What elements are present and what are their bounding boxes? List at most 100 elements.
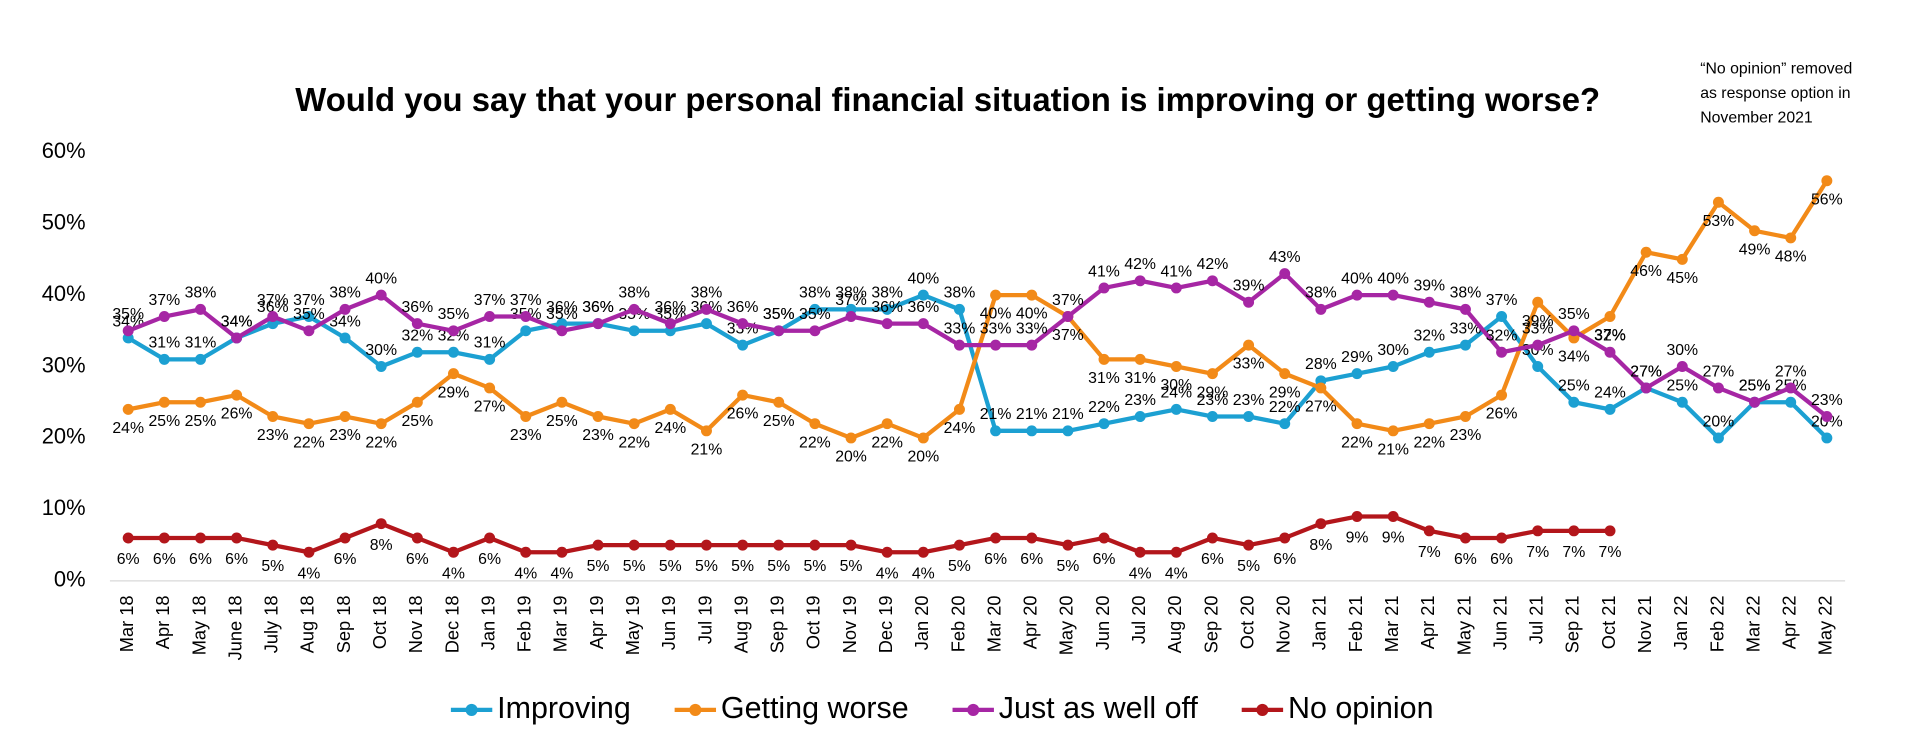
x-tick-label: Oct 18 <box>369 595 390 649</box>
data-point <box>195 532 206 544</box>
data-label: 22% <box>618 434 650 451</box>
data-point <box>1279 532 1291 544</box>
data-point <box>1785 232 1797 244</box>
data-point <box>195 396 206 408</box>
data-point <box>990 425 1002 437</box>
data-point <box>231 332 243 344</box>
data-label: 22% <box>1413 434 1445 451</box>
data-point <box>520 325 532 337</box>
data-label: 37% <box>293 292 325 309</box>
data-label: 31% <box>149 335 181 352</box>
data-point <box>122 325 134 337</box>
data-label: 23% <box>1124 392 1156 409</box>
data-point <box>1062 425 1074 437</box>
y-tick-label: 0% <box>54 567 86 592</box>
data-point <box>700 539 712 551</box>
x-tick-label: Feb 19 <box>514 595 535 652</box>
data-point <box>737 539 749 551</box>
data-point <box>231 532 243 544</box>
data-point <box>1496 311 1508 322</box>
data-label: 6% <box>225 551 248 568</box>
data-point <box>881 303 893 315</box>
data-label: 36% <box>582 299 614 316</box>
data-label: 39% <box>1522 313 1554 330</box>
x-tick-label: May 22 <box>1815 595 1836 655</box>
data-point <box>1098 532 1110 544</box>
x-tick-label: Jan 19 <box>477 595 498 650</box>
y-tick-label: 60% <box>42 138 86 163</box>
data-label: 5% <box>1237 558 1260 575</box>
x-tick-label: Apr 20 <box>1020 595 1041 649</box>
data-point <box>1098 282 1110 294</box>
data-point <box>411 318 423 330</box>
data-label: 21% <box>691 441 723 458</box>
data-label: 31% <box>1124 370 1156 387</box>
data-point <box>1821 411 1833 423</box>
data-label: 27% <box>1305 399 1337 416</box>
data-label: 26% <box>221 406 253 423</box>
data-label: 37% <box>835 292 867 309</box>
data-label: 34% <box>1558 349 1590 366</box>
y-tick-label: 30% <box>42 352 86 377</box>
data-label: 38% <box>1305 285 1337 302</box>
x-tick-label: Sep 19 <box>767 595 788 653</box>
data-label: 39% <box>1233 278 1265 295</box>
data-point <box>1387 425 1399 437</box>
data-point <box>411 532 423 544</box>
data-label: 32% <box>1594 328 1626 345</box>
x-tick-label: Aug 18 <box>297 595 318 653</box>
data-label: 24% <box>112 420 144 437</box>
data-point <box>375 289 387 301</box>
data-label: 38% <box>185 285 217 302</box>
data-label: 6% <box>1201 551 1224 568</box>
data-point <box>1568 525 1580 537</box>
data-label: 46% <box>1630 263 1662 280</box>
x-tick-label: May 21 <box>1453 595 1474 655</box>
data-label: 37% <box>1594 327 1626 344</box>
data-label: 21% <box>1377 441 1409 458</box>
data-point <box>158 353 170 365</box>
series-line <box>127 270 1829 419</box>
data-label: 5% <box>695 558 718 575</box>
data-label: 22% <box>1269 399 1301 416</box>
data-point <box>1568 325 1580 337</box>
x-tick-label: July 18 <box>261 595 282 653</box>
data-point <box>628 303 640 315</box>
data-label: 5% <box>767 558 790 575</box>
legend-label: No opinion <box>1288 691 1434 725</box>
x-tick-label: Nov 18 <box>405 595 426 653</box>
data-label: 35% <box>546 306 578 323</box>
data-point <box>1279 368 1291 380</box>
x-tick-label: May 19 <box>622 595 643 655</box>
x-tick-label: Oct 21 <box>1598 595 1619 649</box>
data-label: 35% <box>799 306 831 323</box>
x-tick-label: May 20 <box>1056 595 1077 655</box>
data-label: 32% <box>402 328 434 345</box>
data-point <box>628 539 640 551</box>
data-label: 22% <box>1088 399 1120 416</box>
data-point <box>592 539 604 551</box>
data-label: 25% <box>546 413 578 430</box>
data-label: 33% <box>1450 320 1482 337</box>
data-label: 40% <box>365 270 397 287</box>
data-point <box>700 425 712 437</box>
data-point <box>122 403 134 415</box>
data-label: 34% <box>221 313 253 330</box>
data-label: 27% <box>1703 363 1735 380</box>
data-point <box>990 289 1002 301</box>
data-point <box>267 411 279 423</box>
data-label: 34% <box>221 313 253 330</box>
data-point <box>1351 368 1363 380</box>
data-point <box>1026 289 1038 301</box>
data-label: 5% <box>659 558 682 575</box>
data-point <box>1640 246 1652 258</box>
data-point <box>1676 253 1688 265</box>
data-label: 38% <box>329 285 361 302</box>
data-label: 25% <box>149 413 181 430</box>
data-point <box>158 396 170 408</box>
data-point <box>1749 225 1761 237</box>
data-point <box>1351 289 1363 301</box>
data-label: 20% <box>907 449 939 466</box>
data-point <box>1640 382 1652 394</box>
data-label: 36% <box>871 299 903 316</box>
